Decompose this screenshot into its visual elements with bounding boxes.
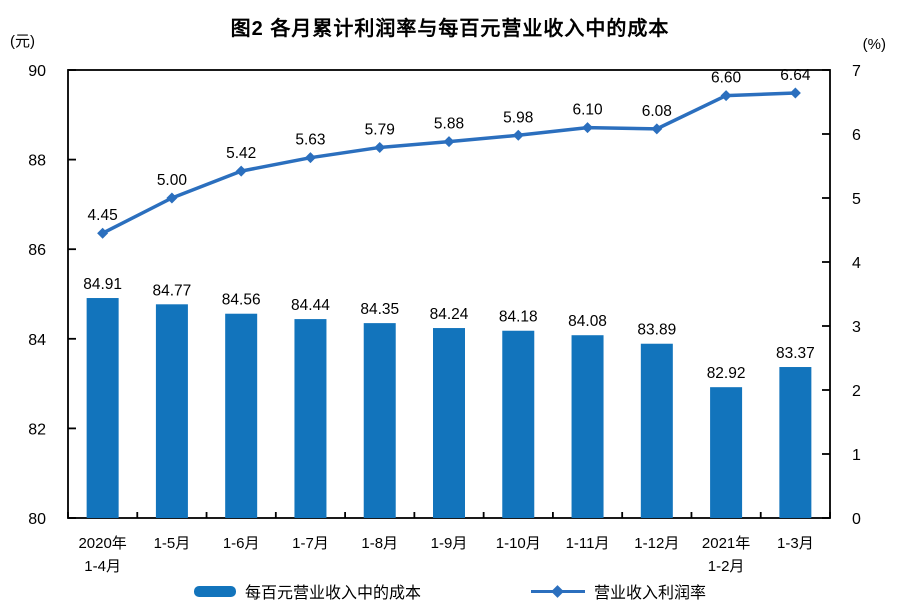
x-axis-category-label: 2021年 <box>702 535 750 552</box>
diamond-marker-icon <box>582 122 594 134</box>
line-value-label: 6.60 <box>711 70 742 87</box>
right-axis-tick-label: 6 <box>852 127 861 144</box>
bar-value-label: 84.91 <box>83 276 122 293</box>
right-axis-tick-label: 7 <box>852 63 861 80</box>
x-axis-category-label: 1-10月 <box>496 535 541 552</box>
x-axis-category-label: 1-4月 <box>84 558 121 575</box>
cost-bar <box>433 328 465 518</box>
line-value-label: 6.64 <box>780 67 811 84</box>
legend-item-line-series: 营业收入利润率 <box>531 579 706 603</box>
left-axis-unit-label: (元) <box>10 33 35 50</box>
diamond-marker-icon <box>720 90 732 102</box>
bar-value-label: 84.77 <box>153 282 192 299</box>
bar-value-label: 83.37 <box>776 345 815 362</box>
diamond-marker-icon <box>651 123 663 135</box>
bar-value-label: 84.44 <box>291 297 330 314</box>
diamond-marker-icon <box>443 136 455 148</box>
diamond-marker-icon <box>551 584 564 598</box>
right-axis-tick-label: 3 <box>852 319 861 336</box>
bar-value-label: 84.08 <box>568 313 607 330</box>
bar-value-label: 84.18 <box>499 309 538 326</box>
diamond-marker-icon <box>512 129 524 141</box>
line-value-label: 5.88 <box>434 116 464 133</box>
line-value-label: 5.79 <box>365 121 395 138</box>
x-axis-category-label: 1-7月 <box>292 535 329 552</box>
line-series-swatch-icon <box>531 584 585 598</box>
cost-bar <box>363 323 396 518</box>
x-axis-category-label: 1-5月 <box>154 535 191 552</box>
left-axis-tick-label: 82 <box>28 421 46 438</box>
cost-bar <box>710 387 743 518</box>
right-axis-tick-label: 5 <box>852 191 861 208</box>
legend-label-bar-series: 每百元营业收入中的成本 <box>244 585 421 602</box>
cost-bar <box>86 298 119 518</box>
cost-bar <box>571 335 604 518</box>
cost-bar <box>155 304 188 518</box>
left-axis-tick-label: 84 <box>28 332 46 349</box>
line-value-label: 5.42 <box>226 145 256 162</box>
x-axis-category-label: 2020年 <box>78 535 126 552</box>
line-value-label: 6.08 <box>642 103 672 120</box>
left-axis-tick-label: 88 <box>28 153 46 170</box>
left-axis-tick-label: 86 <box>28 242 46 259</box>
line-value-label: 5.98 <box>503 109 533 126</box>
profit-rate-line <box>100 91 798 235</box>
right-axis-tick-label: 2 <box>852 383 861 400</box>
diamond-marker-icon <box>304 152 316 164</box>
diamond-marker-icon <box>789 87 801 99</box>
x-axis-category-label: 1-2月 <box>708 558 745 575</box>
x-axis-category-label: 1-8月 <box>361 535 398 552</box>
bar-value-label: 83.89 <box>637 322 676 339</box>
x-axis-category-label: 1-3月 <box>777 535 814 552</box>
legend-label-line-series: 营业收入利润率 <box>594 585 707 602</box>
cost-bar <box>294 319 327 518</box>
line-value-label: 6.10 <box>572 102 603 119</box>
x-axis-category-label: 1-9月 <box>431 535 468 552</box>
cost-bar <box>225 313 258 518</box>
left-axis-tick-label: 90 <box>28 63 46 80</box>
x-axis-category-label: 1-11月 <box>566 535 610 552</box>
x-axis-category-label: 1-12月 <box>634 535 679 552</box>
right-axis-unit-label: (%) <box>862 36 886 53</box>
line-value-label: 5.63 <box>295 132 325 149</box>
cost-bar <box>779 367 812 518</box>
legend-item-bar-series: 每百元营业收入中的成本 <box>193 579 421 603</box>
left-axis-tick-label: 80 <box>28 511 46 528</box>
bar-series-swatch-icon <box>193 585 236 597</box>
right-axis-tick-label: 1 <box>852 447 861 464</box>
line-value-label: 4.45 <box>88 207 118 224</box>
diamond-marker-icon <box>166 192 178 204</box>
chart-legend: 每百元营业收入中的成本 营业收入利润率 <box>0 579 900 603</box>
bar-value-label: 84.56 <box>222 292 261 309</box>
diamond-marker-icon <box>97 227 109 239</box>
bar-value-label: 82.92 <box>707 365 746 382</box>
bar-value-label: 84.35 <box>360 301 399 318</box>
bar-value-label: 84.24 <box>430 306 469 323</box>
cost-bar <box>502 330 535 518</box>
diamond-marker-icon <box>374 141 386 153</box>
right-axis-tick-label: 0 <box>852 511 861 528</box>
cost-bar <box>640 343 673 518</box>
x-axis-category-label: 1-6月 <box>223 535 260 552</box>
chart-title: 图2 各月累计利润率与每百元营业收入中的成本 <box>230 18 670 40</box>
line-value-label: 5.00 <box>157 172 188 189</box>
right-axis-tick-label: 4 <box>852 255 861 272</box>
diamond-marker-icon <box>235 165 247 177</box>
